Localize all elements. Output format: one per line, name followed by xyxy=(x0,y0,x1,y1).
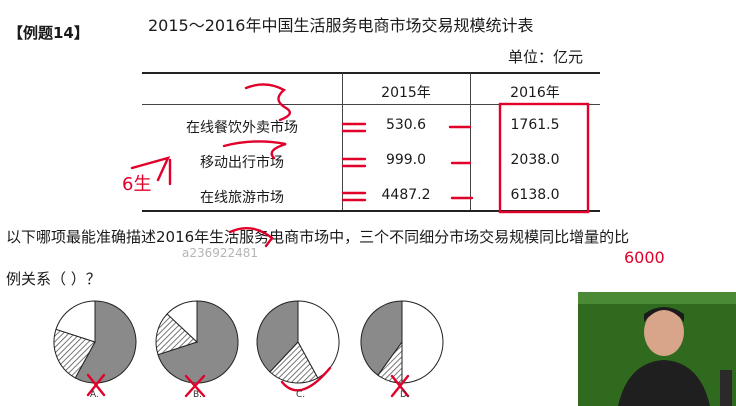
cross-mark-d xyxy=(390,374,410,398)
option-label-c: C. xyxy=(296,390,306,400)
table-top-rule xyxy=(142,72,600,74)
pie-a-slice-2 xyxy=(55,300,96,343)
handwritten-right-note: 6000 xyxy=(624,248,665,267)
pie-d-slice-0 xyxy=(401,300,444,384)
question-line-2: 例关系（ ）？ xyxy=(6,270,101,288)
presenter-video xyxy=(578,292,736,406)
row-label-travel: 在线旅游市场 xyxy=(200,190,284,206)
cell-travel-2016: 6138.0 xyxy=(510,187,560,203)
row-label-mobility: 移动出行市场 xyxy=(200,155,284,171)
watermark-text: a236922481 xyxy=(182,246,259,260)
presenter-figure xyxy=(578,292,736,406)
cell-mobility-2015: 999.0 xyxy=(385,152,427,168)
pie-b-slice-2 xyxy=(166,300,198,344)
option-label-d: D. xyxy=(400,390,410,400)
pie-b-slice-1 xyxy=(155,313,198,356)
pie-c-slice-2 xyxy=(256,300,299,373)
pie-options-group xyxy=(53,300,444,384)
question-line-1: 以下哪项最能准确描述2016年生活服务电商市场中，三个不同细分市场交易规模同比增… xyxy=(6,228,630,246)
scribble-1038 xyxy=(222,140,287,160)
handwriting-group xyxy=(86,83,590,398)
option-label-a: A. xyxy=(90,390,99,400)
pie-c-slice-1 xyxy=(269,341,319,384)
cross-mark-a xyxy=(86,373,106,397)
col-header-2016: 2016年 xyxy=(510,85,560,101)
cell-food-2015: 530.6 xyxy=(385,117,427,133)
handwritten-left-label: 6生 xyxy=(122,174,152,195)
cell-mobility-2016: 2038.0 xyxy=(510,152,560,168)
pie-a-slice-1 xyxy=(53,328,96,379)
cell-food-2016: 1761.5 xyxy=(510,117,560,133)
table-bottom-rule xyxy=(142,210,600,212)
cell-travel-2015: 4487.2 xyxy=(381,187,431,203)
table-col-divider-2 xyxy=(470,73,471,210)
row-label-food: 在线餐饮外卖市场 xyxy=(186,120,298,136)
check-mark-c xyxy=(280,366,332,392)
example-tag: 【例题14】 xyxy=(8,24,89,42)
table-header-rule xyxy=(142,104,600,105)
scribble-1231 xyxy=(244,83,292,122)
equals-mark-1 xyxy=(341,122,367,133)
bracket-mark xyxy=(130,156,172,186)
cross-mark-b xyxy=(184,374,206,398)
option-label-b: B. xyxy=(193,390,203,400)
pie-b-slice-0 xyxy=(157,300,239,384)
highlight-box-2016 xyxy=(498,102,590,214)
table-col-divider-1 xyxy=(342,73,343,210)
equals-mark-2 xyxy=(341,157,367,168)
scribble-1650 xyxy=(228,226,274,248)
col-header-2015: 2015年 xyxy=(381,85,431,101)
equals-mark-3 xyxy=(341,191,367,202)
pie-a-slice-0 xyxy=(74,300,137,384)
table-title: 2015～2016年中国生活服务电商市场交易规模统计表 xyxy=(148,16,534,35)
unit-label: 单位：亿元 xyxy=(508,48,584,66)
pie-d-slice-2 xyxy=(360,300,403,376)
